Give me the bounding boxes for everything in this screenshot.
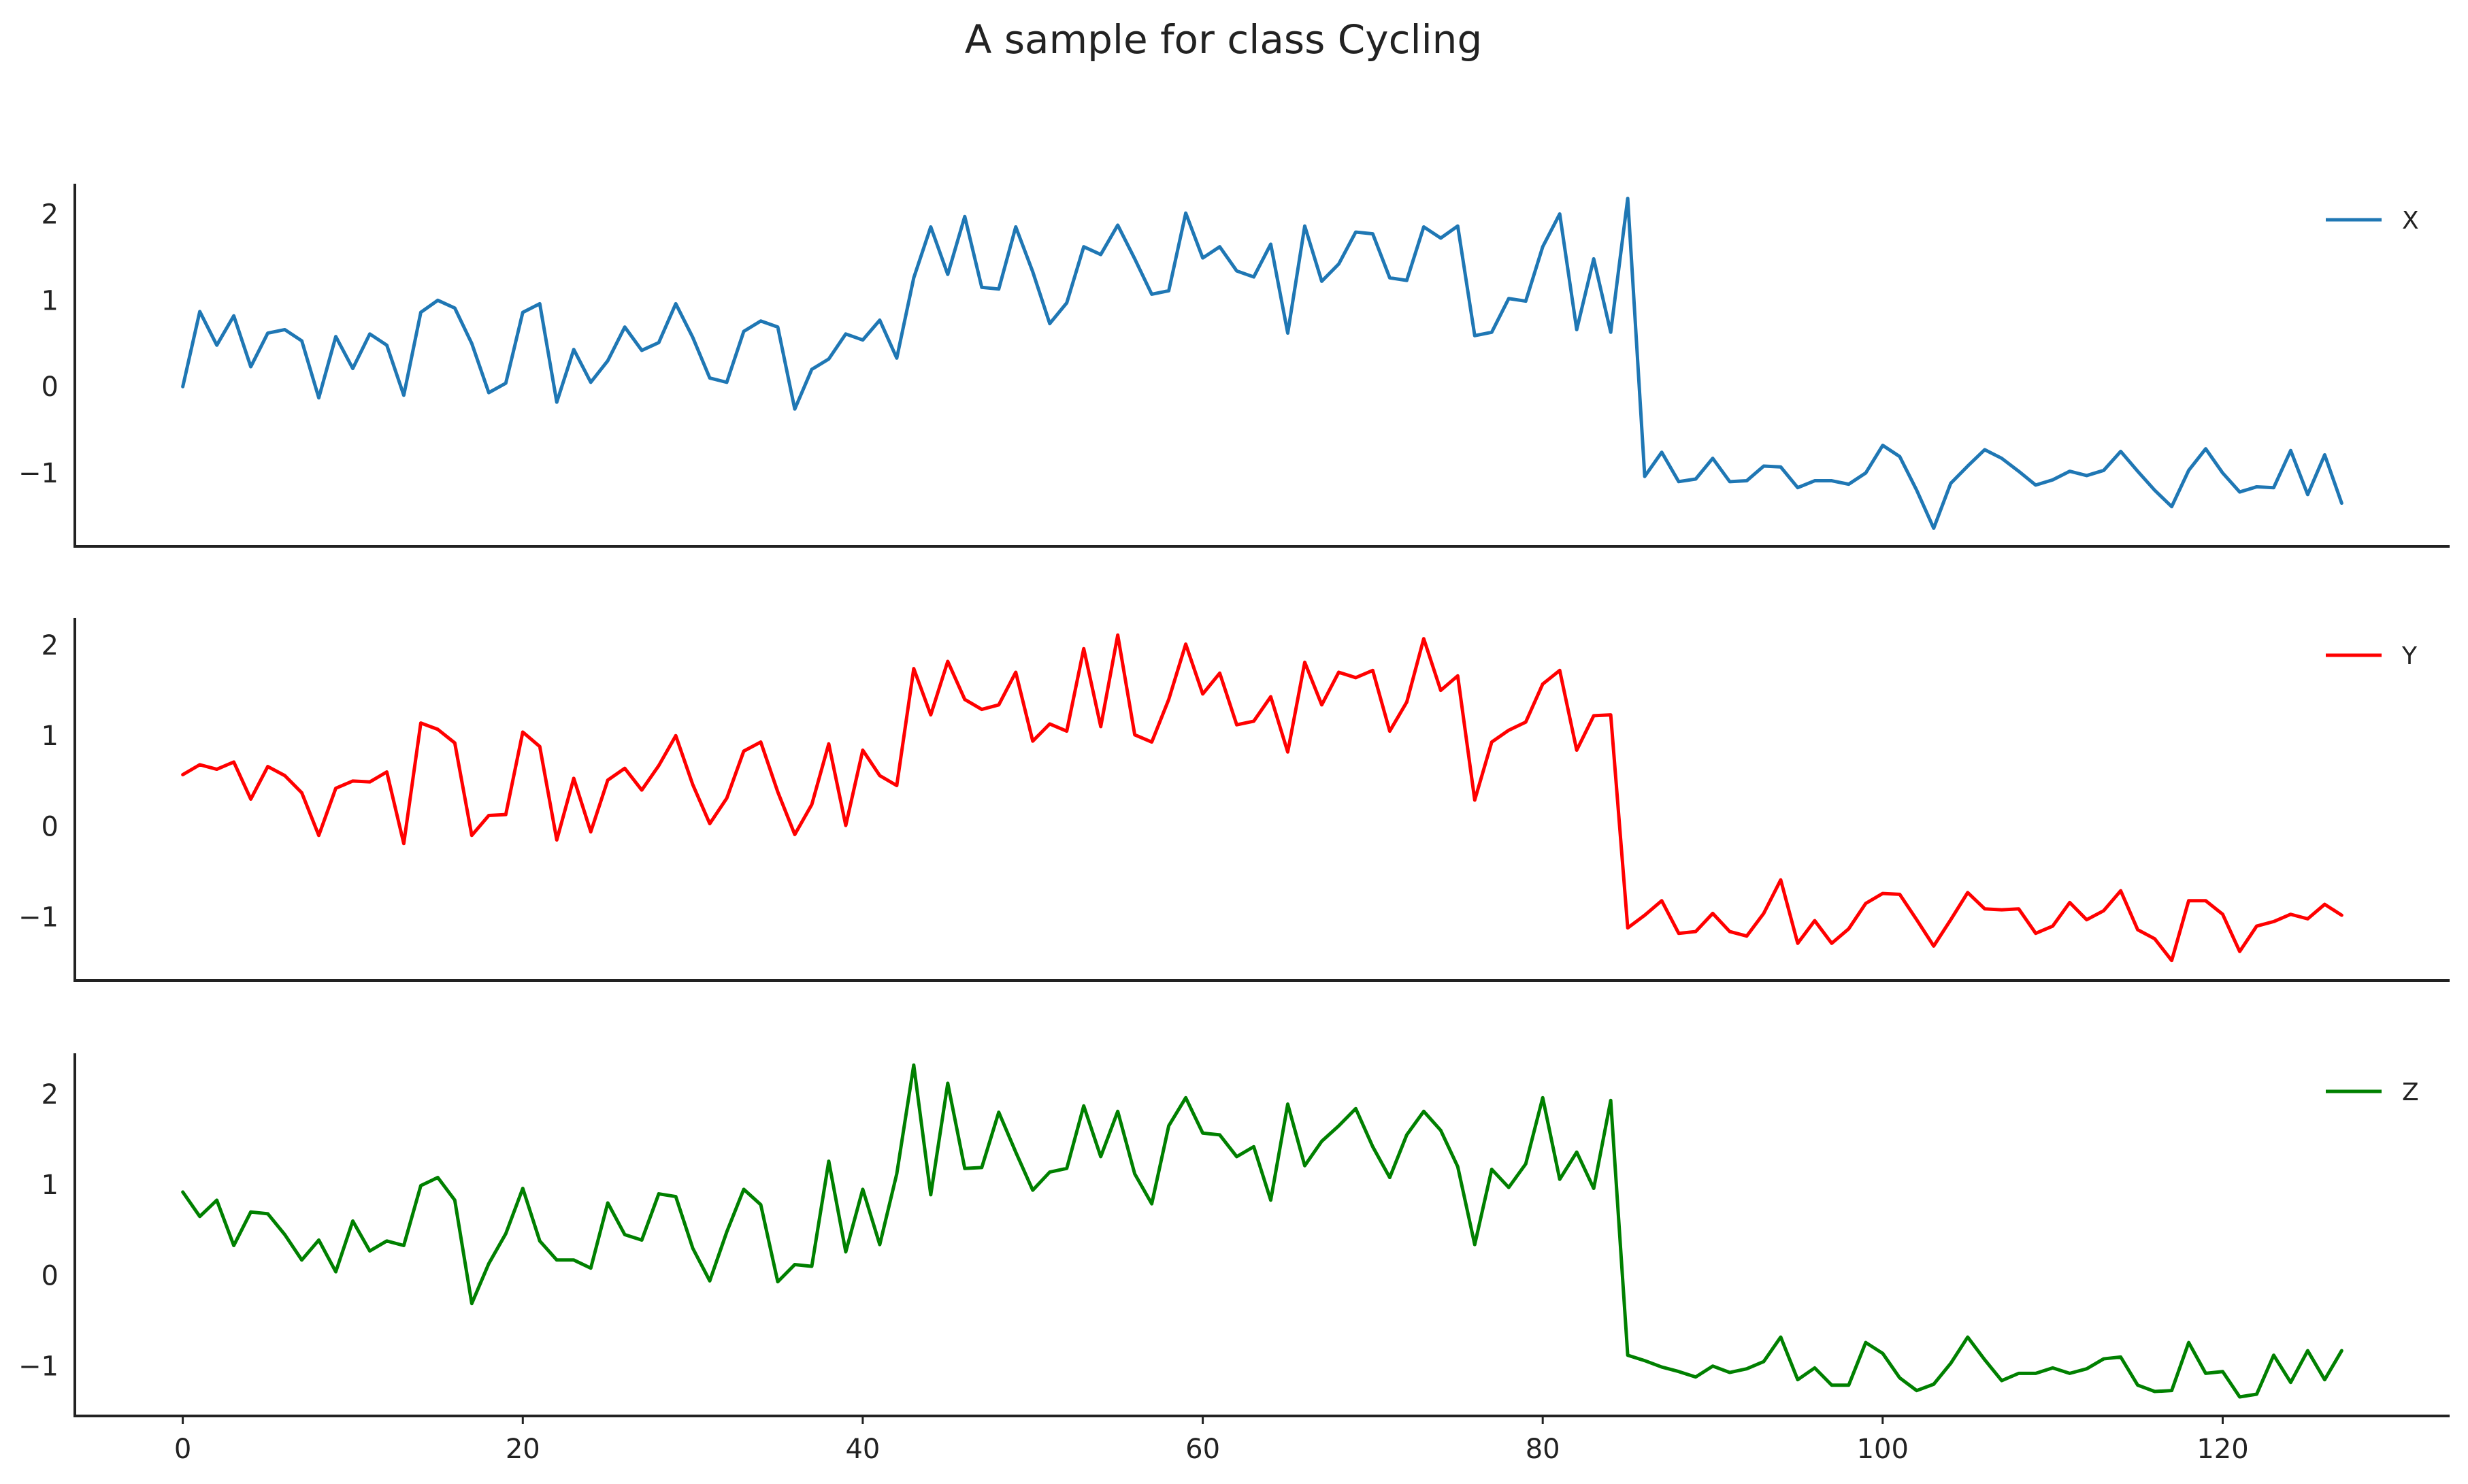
panel-y: −1 0 1 2 Y [18,618,2450,982]
x-tick-label: 0 [174,1434,191,1465]
y-tick-labels: −1 0 1 2 [18,630,59,934]
legend: Y [2326,642,2418,670]
y-tick-label: −1 [18,458,59,489]
y-tick-label: 0 [42,372,59,403]
y-tick-label: 0 [42,812,59,843]
x-tick-label: 40 [845,1434,880,1465]
panel-x: −1 0 1 2 X [18,184,2450,548]
x-tick-label: 60 [1185,1434,1220,1465]
y-tick-label: −1 [18,1351,59,1383]
y-tick-label: 1 [42,721,59,752]
legend-label-z: Z [2402,1078,2419,1106]
y-tick-label: 2 [42,630,59,661]
y-tick-label: 2 [42,199,59,230]
chart-title: A sample for class Cycling [965,16,1483,63]
legend: Z [2326,1078,2419,1106]
series-line-x [181,197,2343,530]
y-tick-label: −1 [18,902,59,934]
y-tick-labels: −1 0 1 2 [18,1079,59,1383]
series-line-y [181,633,2343,963]
x-tick-labels: 0 20 40 60 80 100 120 [174,1416,2249,1465]
x-tick-label: 20 [506,1434,540,1465]
y-tick-label: 1 [42,285,59,316]
x-tick-label: 120 [2196,1434,2248,1465]
y-tick-labels: −1 0 1 2 [18,199,59,489]
panel-z: −1 0 1 2 Z [18,1053,2450,1417]
series-line-z [181,1063,2343,1399]
y-tick-label: 1 [42,1170,59,1201]
legend-label-y: Y [2401,642,2418,670]
y-tick-label: 2 [42,1079,59,1110]
x-tick-label: 80 [1526,1434,1560,1465]
x-tick-label: 100 [1857,1434,1909,1465]
legend: X [2326,207,2419,235]
legend-label-x: X [2402,207,2419,235]
y-tick-label: 0 [42,1261,59,1292]
